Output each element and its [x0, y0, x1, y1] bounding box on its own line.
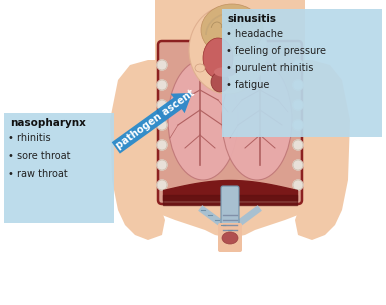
Circle shape	[157, 180, 167, 190]
FancyBboxPatch shape	[158, 41, 302, 204]
Ellipse shape	[222, 232, 238, 244]
Polygon shape	[110, 60, 165, 240]
FancyBboxPatch shape	[218, 223, 242, 252]
Ellipse shape	[211, 72, 229, 92]
Polygon shape	[140, 0, 320, 238]
Text: • purulent rhinitis: • purulent rhinitis	[226, 63, 313, 73]
Ellipse shape	[195, 64, 205, 72]
Text: • raw throat: • raw throat	[8, 169, 68, 179]
Text: nasopharynx: nasopharynx	[10, 118, 86, 128]
Circle shape	[157, 80, 167, 90]
Circle shape	[293, 180, 303, 190]
Circle shape	[293, 60, 303, 70]
Circle shape	[157, 140, 167, 150]
Text: • sore throat: • sore throat	[8, 151, 70, 161]
Circle shape	[157, 60, 167, 70]
Circle shape	[293, 140, 303, 150]
Circle shape	[293, 160, 303, 170]
Circle shape	[157, 100, 167, 110]
Circle shape	[157, 160, 167, 170]
Ellipse shape	[203, 38, 233, 78]
Ellipse shape	[168, 60, 238, 180]
Circle shape	[293, 120, 303, 130]
Circle shape	[293, 80, 303, 90]
Text: • headache: • headache	[226, 29, 283, 39]
Text: sinusitis: sinusitis	[228, 14, 277, 24]
Ellipse shape	[201, 4, 263, 56]
Ellipse shape	[222, 60, 292, 180]
Text: • feeling of pressure: • feeling of pressure	[226, 46, 326, 56]
Circle shape	[293, 100, 303, 110]
Ellipse shape	[189, 6, 267, 94]
FancyBboxPatch shape	[222, 9, 382, 137]
Text: pathogen ascent: pathogen ascent	[113, 88, 196, 151]
Text: • rhinitis: • rhinitis	[8, 133, 51, 143]
FancyBboxPatch shape	[221, 186, 239, 232]
FancyBboxPatch shape	[4, 113, 114, 223]
Ellipse shape	[214, 67, 236, 77]
Polygon shape	[295, 60, 350, 240]
Text: • fatigue: • fatigue	[226, 80, 269, 90]
FancyArrow shape	[112, 93, 192, 154]
Circle shape	[157, 120, 167, 130]
